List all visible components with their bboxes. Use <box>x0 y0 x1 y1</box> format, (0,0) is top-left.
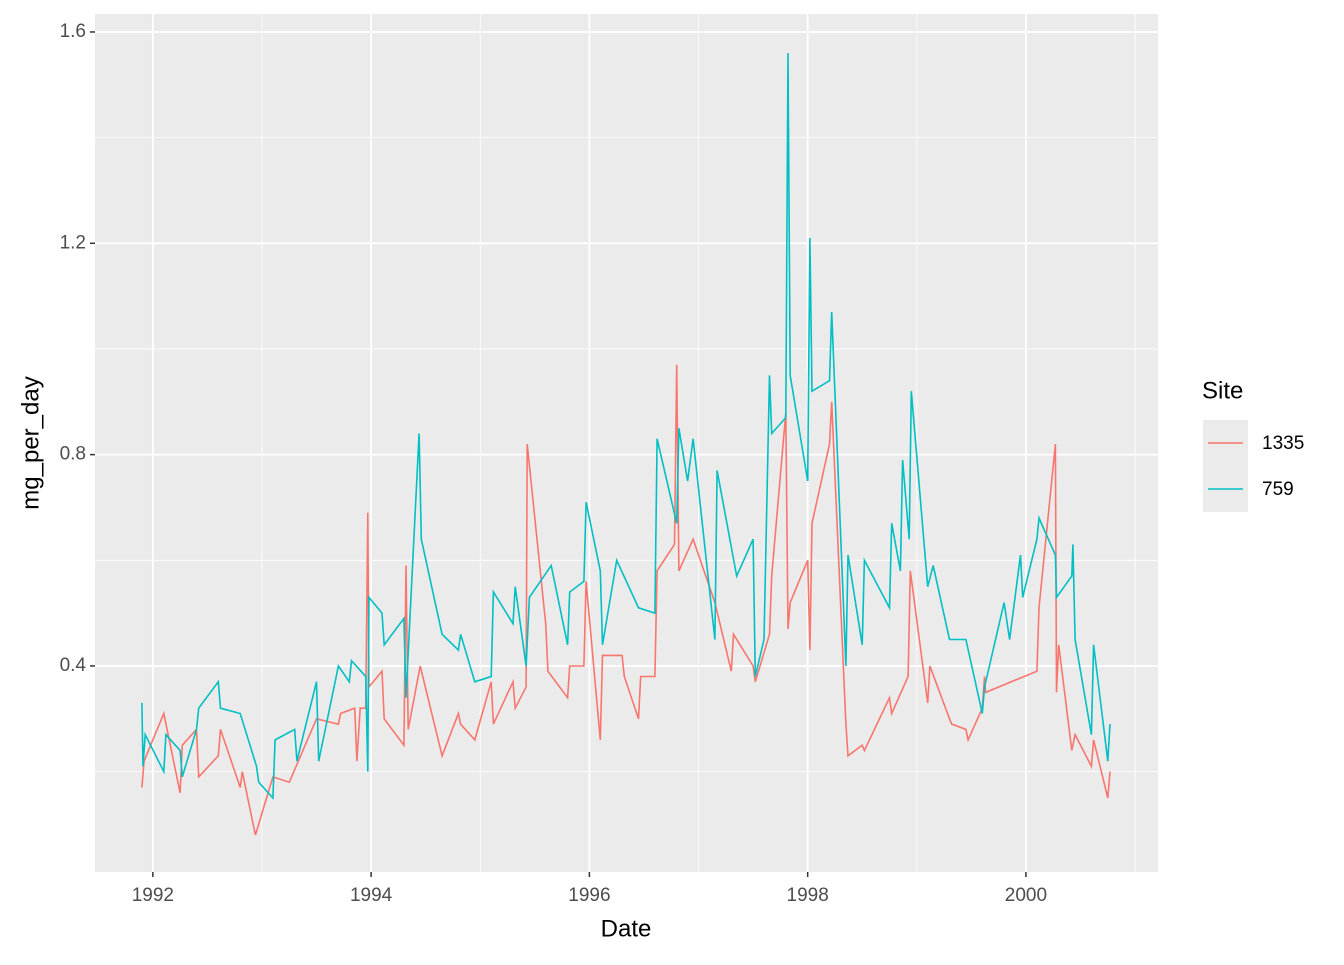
y-tick-label: 1.2 <box>60 232 86 253</box>
y-tick-label: 0.8 <box>60 444 86 465</box>
x-tick-label: 2000 <box>1005 885 1047 906</box>
legend-label: 1335 <box>1262 433 1304 454</box>
x-tick-label: 1996 <box>568 885 610 906</box>
x-axis-title: Date <box>601 915 652 942</box>
series-line <box>141 364 1111 836</box>
legend-label: 759 <box>1262 479 1294 500</box>
x-tick-label: 1998 <box>787 885 829 906</box>
y-tick-label: 1.6 <box>60 21 86 42</box>
y-axis-title: mg_per_day <box>17 376 44 509</box>
panel <box>95 14 1158 872</box>
x-tick-label: 1992 <box>132 885 174 906</box>
legend-title: Site <box>1202 377 1243 404</box>
series-line <box>141 53 1111 801</box>
x-tick-label: 1994 <box>350 885 393 906</box>
y-tick-label: 0.4 <box>60 655 87 676</box>
